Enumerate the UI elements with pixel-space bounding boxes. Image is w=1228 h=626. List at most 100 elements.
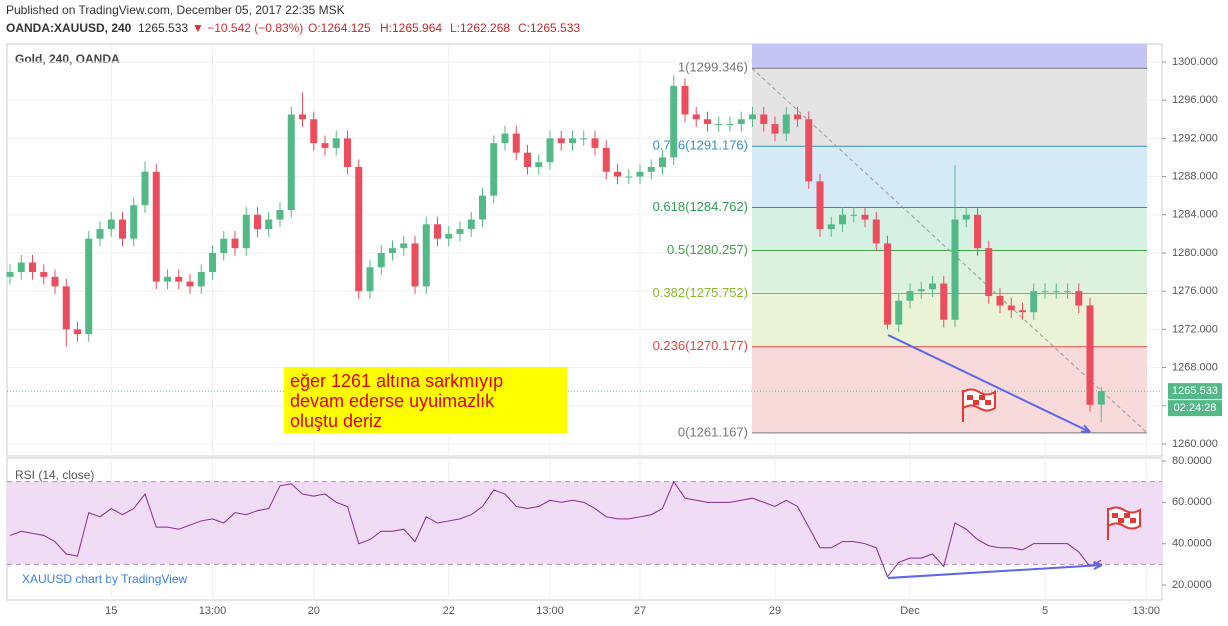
candle-body (74, 329, 81, 335)
annotation-box (284, 367, 567, 433)
candle-body (107, 219, 115, 230)
fib-label: 0.786(1291.176) (653, 138, 748, 153)
candle-body (1030, 291, 1038, 313)
candle-body (467, 219, 475, 230)
candle-body (17, 262, 25, 273)
candle-body (231, 238, 239, 249)
candle-body (625, 176, 633, 178)
candle-body (411, 243, 419, 287)
candle-body (546, 138, 554, 163)
candle-body (850, 214, 858, 216)
candle-body (861, 214, 869, 220)
y-tick-label: 1272.000 (1172, 323, 1218, 335)
candle-body (524, 152, 531, 168)
annotation-text: oluştu deriz (290, 411, 382, 431)
y-tick-label: 1284.000 (1172, 209, 1218, 221)
candle-body (659, 157, 666, 168)
candle-body (209, 252, 216, 273)
x-tick-label: Dec (900, 605, 920, 617)
candle-body (6, 272, 14, 277)
candle-body (366, 267, 374, 292)
candle-body (355, 167, 363, 292)
y-tick-label: 1268.000 (1172, 361, 1218, 373)
annotation-text: devam ederse uyuimazlık (290, 391, 495, 411)
candle-body (636, 171, 644, 177)
candle-body (276, 209, 284, 220)
arrow (887, 334, 1091, 433)
last-price: 1265.533 (138, 21, 188, 35)
candle-body (287, 114, 295, 210)
candle-body (456, 229, 464, 234)
arrow-head (1080, 424, 1091, 433)
candle-body (62, 286, 70, 330)
y-tick-label: 40.0000 (1172, 538, 1212, 550)
candle-body (1064, 291, 1071, 293)
candle-body (580, 138, 588, 140)
candle-body (40, 272, 48, 277)
candle-body (152, 171, 160, 282)
candle-body (389, 248, 396, 253)
candle-body (771, 124, 779, 134)
candle-body (332, 138, 340, 148)
candle-body (985, 248, 993, 296)
candle-body (895, 300, 903, 325)
candle-body (715, 124, 723, 126)
candle-body (591, 138, 599, 148)
arrow (887, 564, 1103, 579)
candle-body (535, 162, 543, 168)
candle-body (299, 114, 306, 120)
candle-body (681, 85, 689, 115)
x-tick-label: 5 (1042, 605, 1048, 617)
x-tick-label: 20 (308, 605, 320, 617)
candle-body (951, 219, 959, 320)
candle-body (839, 214, 846, 225)
candle-body (377, 252, 385, 268)
candle-body (1052, 291, 1060, 293)
candle-body (749, 114, 756, 120)
candle-body (794, 114, 801, 120)
candle-body (737, 119, 745, 125)
y-tick-label: 1300.000 (1172, 56, 1218, 68)
candle-body (962, 214, 970, 220)
x-tick-label: 13:00 (536, 605, 564, 617)
low: L:1262.268 (450, 21, 510, 35)
candle-body (254, 214, 261, 230)
price-tag-label: 1265.533 (1172, 385, 1218, 397)
candle-body (479, 195, 486, 220)
candle-body (557, 138, 565, 144)
fib-label: 0.618(1284.762) (653, 199, 748, 214)
candle-body (422, 224, 430, 287)
candle-body (816, 181, 824, 230)
x-tick-label: 27 (634, 605, 646, 617)
fib-band (752, 346, 1147, 433)
x-tick-label: 29 (769, 605, 781, 617)
candle-body (805, 119, 813, 182)
candle-body (940, 283, 948, 320)
fib-label: 0.382(1275.752) (653, 285, 748, 300)
candle-body (130, 205, 138, 239)
candle-body (96, 229, 104, 239)
candle-body (434, 224, 441, 239)
fib-band (752, 207, 1147, 251)
fib-label: 0.5(1280.257) (667, 242, 748, 257)
candle-body (51, 276, 59, 287)
fib-label: 1(1299.346) (678, 60, 748, 75)
fib-label: 0(1261.167) (678, 424, 748, 439)
candle-body (974, 214, 981, 249)
candle-body (1019, 310, 1026, 313)
candle-body (726, 124, 734, 126)
candle-body (692, 114, 700, 120)
y-tick-label: 20.0000 (1172, 579, 1212, 591)
candle-body (344, 138, 351, 168)
candle-body (242, 214, 250, 249)
candle-body (1041, 291, 1049, 293)
y-tick-label: 1292.000 (1172, 132, 1218, 144)
candle-body (490, 143, 498, 196)
high: H:1265.964 (380, 21, 442, 35)
candle-body (917, 289, 925, 292)
candle-body (501, 133, 509, 144)
open: O:1264.125 (308, 21, 371, 35)
candle-body (175, 276, 183, 282)
y-tick-label: 80.0000 (1172, 455, 1212, 467)
